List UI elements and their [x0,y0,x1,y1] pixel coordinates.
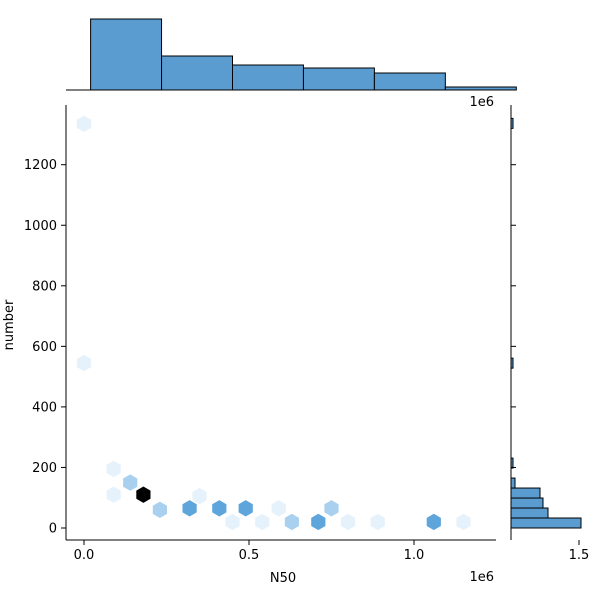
right-histogram-bar [510,517,582,529]
right-histogram-bar [510,487,541,499]
top-histogram-multiplier: 1e6 [469,95,494,110]
top-marginal-histogram: 1e6 [66,18,517,110]
x-axis-multiplier: 1e6 [469,570,494,585]
right-marginal-histogram [510,105,582,540]
hexbin-cell [106,460,121,478]
right-histogram-bar [510,507,549,519]
right-histogram-ticks [511,164,516,529]
y-tick-label: 600 [32,340,57,355]
x-tick-label: 1.5 [569,548,590,563]
hexbin-cell [284,513,299,531]
right-histogram-bar [510,497,544,509]
hexbin-cell [76,354,92,372]
hexbin-cell [426,513,441,531]
hexbin-cell [192,488,207,505]
y-tick-label: 800 [32,279,57,294]
top-histogram-bar [90,18,163,91]
hexbin-cell [76,115,92,133]
right-histogram-bars [510,117,582,529]
y-tick-label: 1000 [24,219,57,234]
right-histogram-bar [510,477,516,489]
y-axis-ticks: 0 200 400 600 800 1000 1200 [24,158,66,537]
hexbin-cell [456,513,471,531]
hexbin-cell [271,500,286,517]
hexbin-layer [76,115,471,531]
hexbin-cell [238,500,253,517]
hexbin-cell [136,486,151,503]
top-histogram-bar [302,67,375,91]
top-histogram-bar [373,72,446,91]
hexbin-cell [340,513,356,531]
hexbin-cell [311,513,326,531]
x-axis-label: N50 [270,571,296,586]
y-tick-label: 200 [32,461,57,476]
top-histogram-bars [90,18,517,91]
y-tick-label: 400 [32,400,57,415]
top-histogram-bar [232,64,304,91]
hexbin-cell [123,474,138,491]
y-tick-label: 0 [49,522,57,537]
x-tick-label: 1.0 [404,548,425,563]
hexbin-cell [370,513,385,531]
x-tick-label: 0.5 [239,548,260,563]
hexbin-cell [225,513,240,531]
hexbin-cell [106,486,121,503]
y-tick-label: 1200 [24,158,57,173]
x-axis-ticks: 0.00.51.01.52.0 [74,540,590,563]
top-histogram-bar [161,55,233,91]
hexbin-cell [212,500,227,517]
x-tick-label: 0.0 [74,548,95,563]
hexbin-cell [255,513,270,531]
hexbin-cell [152,501,167,519]
y-axis-label: number [2,299,17,350]
hexbin-cell [182,500,197,517]
hexbin-cell [324,500,339,517]
